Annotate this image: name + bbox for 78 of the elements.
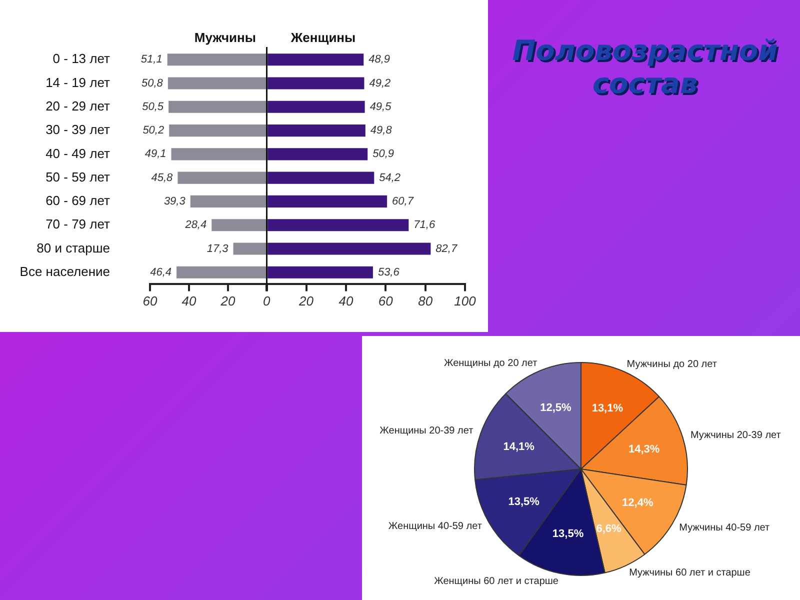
data-label: 48,9 [369,54,390,66]
x-tick-label: 20 [298,294,315,309]
y-tick-label: 20 - 29 лет [46,98,110,114]
data-label: 17,3 [206,242,230,255]
data-label: 13,5% [508,496,540,508]
data-label: 50,5 [142,100,164,113]
bar [268,100,366,113]
bar [233,242,266,255]
x-tick-label: 40 [182,294,197,309]
bar [268,148,368,160]
y-tick-label: 40 - 49 лет [46,146,110,161]
data-label: 49,8 [370,124,394,137]
data-label: 54,2 [380,172,401,184]
y-tick-label: 50 - 59 лет [46,169,110,184]
data-label: 12,5% [540,402,572,414]
bar [212,219,266,232]
bar [168,77,266,90]
y-tick-label: 30 - 39 лет [46,122,110,138]
data-label: 14,3% [628,444,660,456]
x-tick-label: 60 [378,294,394,309]
bar [268,242,432,255]
data-label: 53,6 [378,266,401,278]
data-label: 14,1% [503,440,535,453]
bar [167,54,266,66]
y-tick-label: 14 - 19 лет [46,74,110,90]
data-label: 49,5 [370,100,392,113]
data-label: 45,8 [151,172,174,184]
data-label: 28,4 [184,219,207,232]
slice-label: Мужчины 60 лет и старше [629,568,751,579]
bar [268,172,375,184]
data-label: 60,7 [392,196,415,208]
data-label: 50,8 [142,77,164,90]
bar [168,100,266,113]
x-tick-label: 80 [418,294,434,309]
x-tick-label: 40 [339,294,354,309]
data-label: 50,2 [142,124,164,137]
y-tick-label: 60 - 69 лет [46,193,110,208]
bar [268,219,410,232]
bar [176,266,266,278]
data-label: 13,1% [592,402,624,415]
bar [268,195,388,208]
x-tick-label: 60 [142,294,158,309]
data-label: 71,6 [414,219,436,232]
series-label: Женщины [290,30,356,45]
data-label: 12,4% [622,497,654,509]
slice-label: Мужчины 40-59 лет [679,522,770,534]
text: Половозрастной состав [511,34,779,100]
y-tick-label: 0 - 13 лет [52,51,110,66]
bar [178,172,266,184]
bar [268,77,365,90]
y-tick-label: 80 и старше [36,240,110,256]
bar [268,266,374,278]
bar [190,195,266,208]
slice-label: Мужчины 20-39 лет [690,430,782,442]
y-tick-label: 70 - 79 лет [46,216,110,232]
data-label: 50,9 [372,148,394,160]
slice-label: Женщины до 20 лет [444,358,538,369]
slice-label: Женщины 60 лет и старше [434,576,559,588]
data-label: 82,7 [436,242,458,255]
bar [268,124,366,137]
slice-label: Женщины 40-59 лет [388,521,482,532]
bar [169,124,266,137]
x-tick-label: 20 [220,294,236,309]
bar [268,54,364,66]
data-label: 49,2 [370,77,392,90]
x-tick-label: 0 [263,294,272,309]
data-label: 6,6% [596,522,622,535]
y-tick-label: Все население [20,264,110,279]
series-label: Мужчины [194,30,256,45]
x-tick-label: 100 [454,294,477,309]
data-label: 51,1 [140,54,162,66]
slice-label: Женщины 20-39 лет [380,425,474,436]
bar [171,148,266,160]
data-label: 13,5% [552,528,584,540]
data-label: 39,3 [164,196,186,208]
data-label: 46,4 [150,266,172,278]
slice-label: Мужчины до 20 лет [626,358,718,370]
data-label: 49,1 [144,148,166,160]
